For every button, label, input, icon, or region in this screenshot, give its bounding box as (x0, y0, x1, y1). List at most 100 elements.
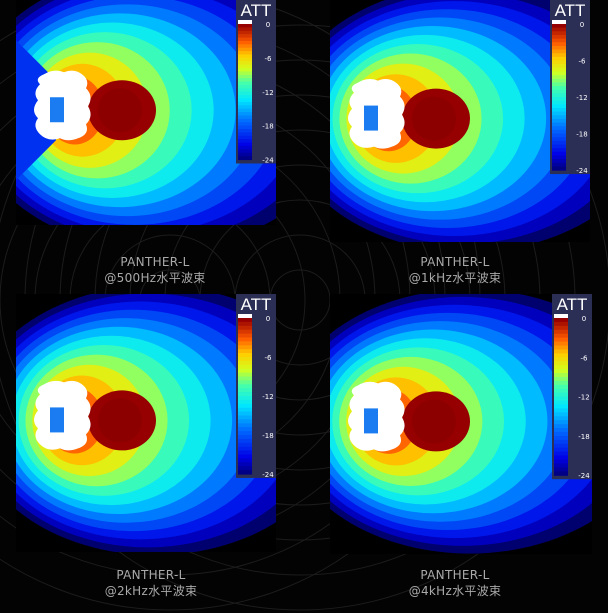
colorbar-swatch (238, 333, 252, 339)
colorbar-swatch (238, 329, 252, 335)
colorbar-swatch (238, 384, 252, 389)
colorbar-tick-label: 0 (580, 21, 584, 29)
colorbar-swatch (238, 458, 252, 463)
colorbar-tick-label: -12 (262, 89, 273, 97)
colorbar-swatch (554, 467, 568, 472)
contour-band (98, 398, 142, 443)
colorbar-title: ATT (241, 295, 272, 314)
colorbar-swatch (552, 129, 566, 135)
colorbar-swatch (238, 101, 252, 106)
colorbar-swatch (238, 434, 252, 440)
colorbar-swatch (552, 82, 566, 87)
contour-bands (330, 294, 592, 554)
colorbar-swatch (552, 24, 566, 29)
colorbar-swatch (552, 45, 566, 51)
caption-1khz: PANTHER-L @1kHz水平波束 (330, 254, 580, 286)
colorbar-swatch (238, 454, 252, 459)
colorbar-swatch (552, 155, 566, 160)
colorbar-tick-label: -24 (578, 472, 590, 480)
colorbar-swatch (554, 333, 568, 339)
colorbar-swatch (552, 140, 566, 146)
colorbar-tick-label: -6 (579, 58, 587, 66)
colorbar-swatch (552, 60, 566, 65)
frequency-label: @4kHz水平波束 (408, 584, 502, 598)
colorbar-tick-label: 0 (582, 315, 586, 323)
colorbar-swatch (554, 416, 568, 421)
colorbar-swatch (238, 34, 252, 39)
colorbar-swatch (238, 78, 252, 83)
colorbar-swatch (552, 162, 566, 167)
colorbar-swatch (238, 135, 252, 140)
colorbar-swatch (238, 395, 252, 401)
colorbar-swatch (554, 380, 568, 386)
colorbar-swatch (238, 156, 252, 161)
model-label: PANTHER-L (116, 568, 186, 582)
colorbar-swatch (552, 34, 566, 40)
colorbar-swatch (238, 37, 252, 42)
colorbar-top (554, 314, 568, 318)
colorbar-swatch (554, 428, 568, 433)
colorbar-swatch (238, 438, 252, 444)
colorbar-swatch (238, 84, 252, 89)
colorbar-swatch (552, 53, 566, 58)
colorbar-swatch (238, 466, 252, 471)
colorbar-swatch (238, 392, 252, 397)
contour-bands (330, 0, 590, 242)
caption-500hz: PANTHER-L @500Hz水平波束 (30, 254, 280, 286)
colorbar-swatch (238, 145, 252, 150)
colorbar-swatch (554, 392, 568, 398)
colorbar-swatch (554, 451, 568, 457)
colorbar-swatch (554, 376, 568, 382)
colorbar-swatch (238, 376, 252, 381)
colorbar-swatch (238, 27, 252, 32)
colorbar-tick-label: -24 (262, 471, 274, 479)
colorbar-swatch (238, 149, 252, 154)
colorbar-swatch (238, 431, 252, 436)
colorbar-swatch (238, 321, 252, 327)
colorbar-swatch (238, 349, 252, 354)
caption-2khz: PANTHER-L @2kHz水平波束 (26, 567, 276, 599)
colorbar-swatch (552, 144, 566, 149)
colorbar-swatch (238, 142, 252, 147)
colorbar-swatch (238, 356, 252, 362)
colorbar-swatch (238, 44, 252, 49)
frequency-label: @1kHz水平波束 (408, 271, 502, 285)
colorbar-swatch (552, 151, 566, 157)
colorbar-tick-label: 0 (266, 21, 270, 29)
frequency-label: @500Hz水平波束 (104, 271, 206, 285)
colorbar-swatch (238, 95, 252, 100)
colorbar-swatch (238, 399, 252, 405)
colorbar-swatch (552, 148, 566, 153)
colorbar-swatch (552, 38, 566, 43)
colorbar-swatch (238, 68, 252, 73)
speaker-shape (348, 78, 405, 149)
colorbar-swatch (554, 349, 568, 354)
colorbar-swatch (554, 369, 568, 374)
colorbar-swatch (238, 423, 252, 428)
colorbar-title: ATT (557, 295, 588, 314)
colorbar-top (238, 20, 252, 24)
colorbar-swatch (238, 112, 252, 117)
colorbar-swatch (554, 412, 568, 417)
colorbar-swatch (238, 337, 252, 342)
colorbar-swatch (554, 443, 568, 449)
colorbar-swatch (238, 368, 252, 374)
colorbar-tick-label: -12 (262, 393, 273, 401)
colorbar-swatch (552, 104, 566, 109)
colorbar-swatch (554, 361, 568, 366)
frequency-label: @2kHz水平波束 (104, 584, 198, 598)
colorbar-swatch (238, 30, 252, 35)
colorbar-swatch (554, 459, 568, 465)
colorbar-swatch (238, 40, 252, 45)
colorbar-swatch (238, 442, 252, 448)
colorbar-swatch (552, 67, 566, 73)
colorbar-swatch (552, 31, 566, 36)
colorbar-swatch (554, 424, 568, 429)
colorbar-swatch (554, 353, 568, 358)
